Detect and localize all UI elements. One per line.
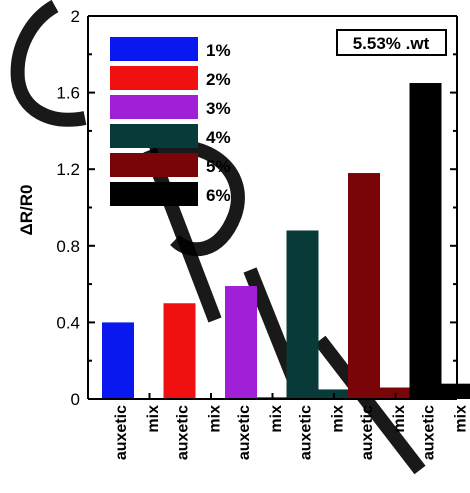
y-tick-label: 2 — [71, 7, 80, 26]
category-label: auxetic — [113, 405, 130, 460]
legend-swatch-4pct — [110, 124, 198, 148]
category-label: mix — [391, 405, 408, 433]
bar-6pct-mix — [441, 383, 470, 399]
bar-4pct-auxetic — [286, 230, 319, 399]
category-label: mix — [453, 405, 470, 433]
y-tick-label: 0.8 — [56, 237, 80, 256]
category-label: mix — [268, 405, 285, 433]
category-label: mix — [145, 405, 162, 433]
annotation-box: 5.53% .wt — [336, 29, 447, 56]
legend-swatch-2pct — [110, 66, 198, 90]
category-label: auxetic — [175, 405, 192, 460]
bar-3pct-auxetic — [225, 286, 257, 399]
bar-1pct-auxetic — [102, 322, 134, 399]
legend-label: 1% — [206, 41, 231, 60]
plot-area: auxetic mix auxetic mix auxetic mix auxetic mix… — [56, 7, 470, 460]
y-tick-label: 1.6 — [56, 84, 80, 103]
y-tick-label: 0 — [71, 390, 80, 409]
legend-swatch-5pct — [110, 153, 198, 177]
bar-5pct-auxetic — [348, 173, 380, 399]
category-label: auxetic — [236, 405, 253, 460]
category-label: auxetic — [359, 405, 376, 460]
legend-label: 6% — [206, 186, 231, 205]
legend: 1% 2% 3% 4% 5% 6% — [110, 37, 231, 206]
annotation-text: 5.53% .wt — [353, 34, 430, 53]
legend-label: 5% — [206, 157, 231, 176]
y-axis-title: ΔR/R0 — [17, 185, 36, 236]
legend-swatch-1pct — [110, 37, 198, 61]
category-label: auxetic — [421, 405, 438, 460]
category-label: mix — [330, 405, 347, 433]
legend-swatch-6pct — [110, 182, 198, 206]
legend-label: 2% — [206, 70, 231, 89]
y-tick-label: 0.4 — [56, 313, 80, 332]
category-label: mix — [207, 405, 224, 433]
y-tick-label: 1.2 — [56, 160, 80, 179]
bar-6pct-auxetic — [409, 83, 442, 400]
category-label: auxetic — [298, 405, 315, 460]
legend-label: 3% — [206, 99, 231, 118]
legend-label: 4% — [206, 128, 231, 147]
bar-2pct-auxetic — [163, 303, 196, 399]
legend-swatch-3pct — [110, 95, 198, 119]
